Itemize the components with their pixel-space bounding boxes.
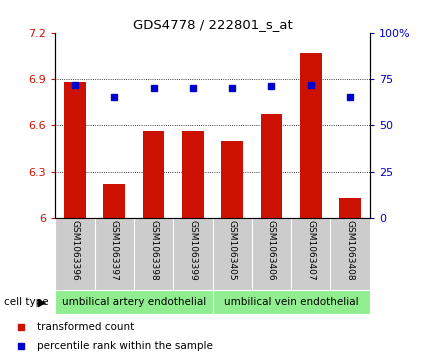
Text: GSM1063408: GSM1063408 bbox=[346, 220, 354, 281]
Text: umbilical artery endothelial: umbilical artery endothelial bbox=[62, 297, 206, 307]
Bar bbox=[103, 184, 125, 218]
Bar bbox=[173, 218, 212, 290]
Bar bbox=[252, 218, 291, 290]
Bar bbox=[55, 290, 212, 314]
Bar bbox=[261, 114, 282, 218]
Bar bbox=[212, 218, 252, 290]
Bar bbox=[291, 218, 331, 290]
Bar bbox=[212, 290, 370, 314]
Text: cell type: cell type bbox=[4, 297, 49, 307]
Text: GSM1063407: GSM1063407 bbox=[306, 220, 315, 281]
Bar bbox=[143, 131, 164, 218]
Text: GSM1063396: GSM1063396 bbox=[71, 220, 79, 281]
Title: GDS4778 / 222801_s_at: GDS4778 / 222801_s_at bbox=[133, 19, 292, 32]
Bar bbox=[134, 218, 173, 290]
Text: GSM1063405: GSM1063405 bbox=[228, 220, 237, 281]
Bar bbox=[55, 218, 94, 290]
Text: GSM1063399: GSM1063399 bbox=[188, 220, 197, 281]
Bar bbox=[94, 218, 134, 290]
Text: GSM1063397: GSM1063397 bbox=[110, 220, 119, 281]
Bar bbox=[221, 141, 243, 218]
Bar bbox=[331, 218, 370, 290]
Text: GSM1063406: GSM1063406 bbox=[267, 220, 276, 281]
Text: umbilical vein endothelial: umbilical vein endothelial bbox=[224, 297, 358, 307]
Text: GSM1063398: GSM1063398 bbox=[149, 220, 158, 281]
Text: percentile rank within the sample: percentile rank within the sample bbox=[37, 341, 212, 351]
Bar bbox=[300, 53, 322, 218]
Text: transformed count: transformed count bbox=[37, 322, 134, 333]
Bar bbox=[339, 198, 361, 218]
Bar bbox=[182, 131, 204, 218]
Bar bbox=[64, 82, 86, 218]
Text: ▶: ▶ bbox=[38, 297, 47, 307]
